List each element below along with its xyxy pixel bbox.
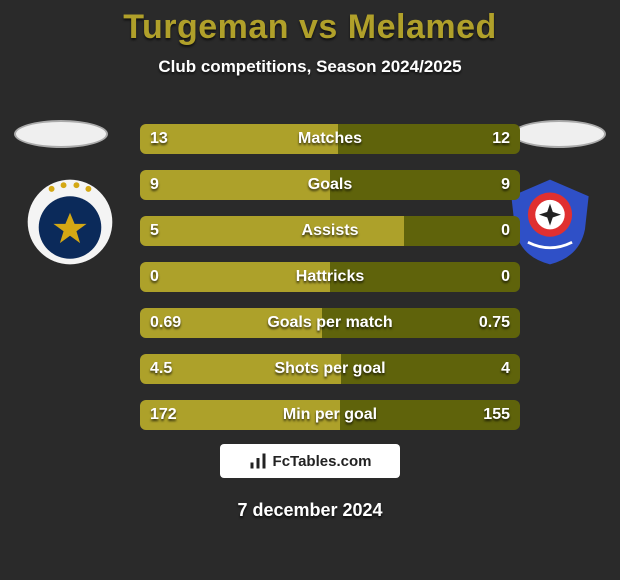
stat-value-right: 0.75 [479, 314, 510, 332]
stat-value-left: 172 [150, 406, 177, 424]
stat-label: Assists [302, 222, 359, 240]
stat-value-right: 12 [492, 130, 510, 148]
stat-value-right: 4 [501, 360, 510, 378]
stat-value-right: 0 [501, 268, 510, 286]
stat-label: Goals [308, 176, 352, 194]
stats-block: 13 12 Matches 9 9 Goals 5 0 Assists 0 0 Hattricks 0.… [140, 124, 520, 446]
stat-row: 172 155 Min per goal [140, 400, 520, 430]
page-title: Turgeman vs Melamed [0, 0, 620, 47]
stat-value-right: 155 [483, 406, 510, 424]
stat-value-left: 4.5 [150, 360, 172, 378]
stat-row: 4.5 4 Shots per goal [140, 354, 520, 384]
stat-value-left: 0.69 [150, 314, 181, 332]
stat-value-left: 9 [150, 176, 159, 194]
flag-left [14, 120, 108, 148]
chart-icon [249, 452, 267, 470]
stat-value-left: 0 [150, 268, 159, 286]
team-badge-left-svg [24, 176, 116, 268]
comparison-card: Turgeman vs Melamed Club competitions, S… [0, 0, 620, 580]
stat-row: 13 12 Matches [140, 124, 520, 154]
stat-row: 0 0 Hattricks [140, 262, 520, 292]
stat-bar-left [140, 170, 330, 200]
stat-value-left: 5 [150, 222, 159, 240]
stat-label: Shots per goal [274, 360, 385, 378]
date: 7 december 2024 [237, 500, 382, 521]
stat-value-right: 9 [501, 176, 510, 194]
stat-label: Goals per match [267, 314, 392, 332]
stat-bar-left [140, 216, 404, 246]
stat-row: 0.69 0.75 Goals per match [140, 308, 520, 338]
stat-bar-right [330, 170, 520, 200]
subtitle: Club competitions, Season 2024/2025 [0, 57, 620, 77]
stat-row: 9 9 Goals [140, 170, 520, 200]
stat-label: Matches [298, 130, 362, 148]
stat-label: Hattricks [296, 268, 364, 286]
footer-brand: FcTables.com [220, 444, 400, 478]
footer-brand-text: FcTables.com [273, 453, 372, 470]
stat-row: 5 0 Assists [140, 216, 520, 246]
stat-value-right: 0 [501, 222, 510, 240]
team-badge-left [24, 176, 116, 268]
stat-label: Min per goal [283, 406, 377, 424]
flag-right [512, 120, 606, 148]
stat-value-left: 13 [150, 130, 168, 148]
